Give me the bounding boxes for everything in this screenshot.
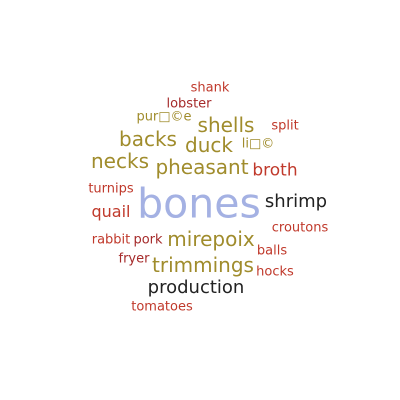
word-croutons: croutons (271, 220, 329, 236)
word-shells: shells (197, 113, 255, 137)
word-trimmings: trimmings (152, 253, 254, 277)
word-balls: balls (256, 243, 288, 259)
word-pheasant: pheasant (155, 155, 249, 179)
word-hocks: hocks (256, 264, 294, 280)
word-pork: pork (133, 232, 163, 248)
word-rabbit: rabbit (91, 232, 131, 248)
word-backs: backs (119, 127, 177, 151)
word-turnips: turnips (88, 181, 134, 197)
word-fryer: fryer (118, 251, 150, 267)
word-tomatoes: tomatoes (131, 299, 193, 315)
word-quail: quail (91, 202, 131, 221)
word-puree: pur□©e (136, 109, 192, 125)
word-shrimp: shrimp (264, 191, 328, 212)
word-broth: broth (252, 160, 298, 181)
word-split: split (271, 118, 299, 134)
word-bones: bones (137, 179, 261, 228)
word-lie: li□© (241, 136, 275, 152)
word-necks: necks (91, 149, 149, 173)
word-shank: shank (190, 80, 230, 96)
word-duck: duck (185, 133, 233, 157)
word-production: production (147, 277, 245, 298)
word-mirepoix: mirepoix (167, 227, 255, 251)
word-lobster: lobster (166, 96, 212, 112)
